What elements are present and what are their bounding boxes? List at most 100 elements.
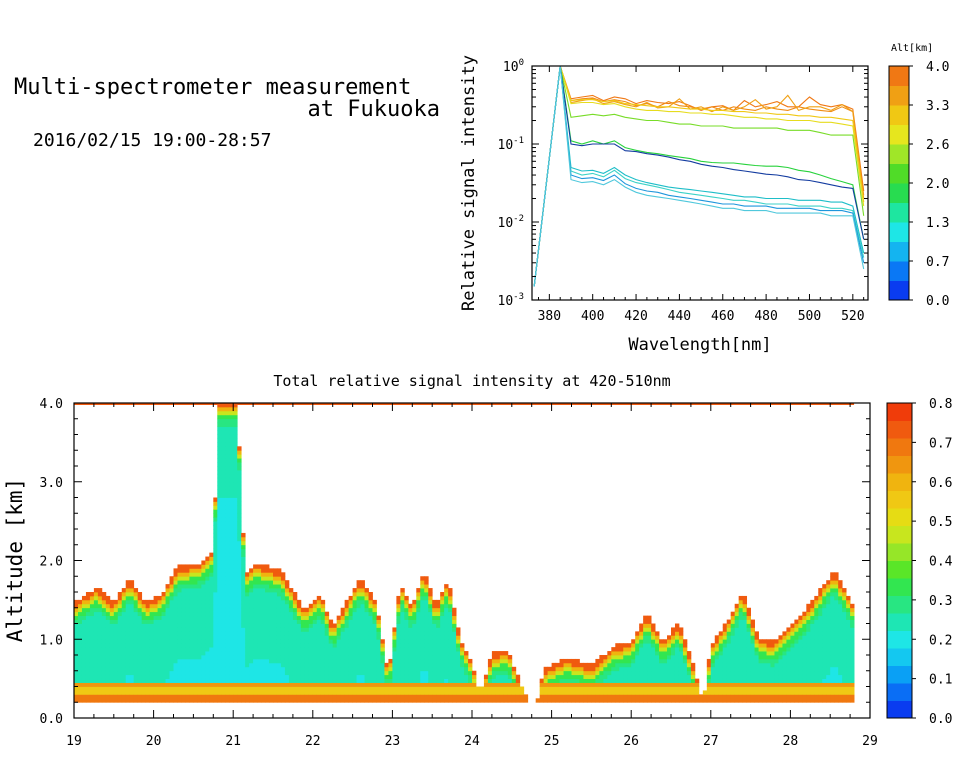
- heatmap-cell: [822, 584, 827, 589]
- heatmap-cell: [420, 670, 425, 676]
- heatmap-cell: [400, 647, 405, 652]
- heatmap-cell: [627, 662, 632, 668]
- heatmap-cell: [730, 619, 736, 624]
- heatmap-cell: [722, 686, 728, 691]
- heatmap-cell: [316, 670, 322, 676]
- heatmap-cell: [814, 662, 819, 668]
- heatmap-cell: [141, 670, 147, 676]
- heatmap-cell: [718, 662, 724, 668]
- heatmap-cell: [121, 670, 127, 676]
- heatmap-cell: [850, 627, 855, 632]
- heatmap-cell: [814, 686, 819, 691]
- heatmap-cell: [639, 678, 644, 683]
- heatmap-cell: [762, 666, 767, 672]
- heatmap-cell: [340, 655, 346, 660]
- heatmap-cell: [547, 686, 552, 691]
- heatmap-cell: [225, 678, 230, 683]
- heatmap-cell: [651, 635, 656, 640]
- heatmap-cell: [153, 698, 158, 703]
- heatmap-cell: [201, 674, 206, 680]
- heatmap-cell: [380, 686, 385, 691]
- heatmap-cell: [153, 670, 158, 676]
- heatmap-cell: [734, 635, 740, 640]
- heatmap-cell: [774, 690, 779, 695]
- heatmap-cell: [177, 670, 182, 676]
- heatmap-cell: [758, 682, 763, 687]
- heatmap-cell: [265, 592, 270, 597]
- heatmap-cell: [579, 670, 584, 676]
- heatmap-cell: [237, 607, 242, 613]
- heatmap-cell: [177, 658, 182, 664]
- heatmap-cell: [121, 655, 127, 660]
- heatmap-cell: [734, 647, 740, 652]
- heatmap-cell: [292, 674, 298, 680]
- heatmap-cell: [368, 619, 373, 624]
- heatmap-cell: [790, 643, 795, 648]
- heatmap-x-tick-label: 22: [305, 734, 321, 749]
- heatmap-cell: [197, 619, 202, 624]
- heatmap-cell: [674, 662, 680, 668]
- heatmap-cell: [221, 540, 226, 546]
- heatmap-cell: [273, 690, 278, 695]
- heatmap-cell: [782, 698, 787, 703]
- heatmap-cell: [734, 651, 740, 656]
- heatmap-cell: [197, 595, 202, 601]
- heatmap-cell: [830, 655, 835, 660]
- heatmap-cell: [388, 666, 393, 672]
- heatmap-cell: [826, 651, 831, 656]
- heatmap-cell: [316, 619, 322, 624]
- heatmap-cell: [241, 678, 246, 683]
- heatmap-cell: [631, 686, 636, 691]
- heatmap-cell: [133, 658, 139, 664]
- heatmap-cell: [507, 698, 513, 703]
- heatmap-cell: [416, 592, 421, 597]
- heatmap-cell: [826, 619, 831, 624]
- heatmap-cell: [344, 615, 350, 620]
- heatmap-cell: [101, 635, 107, 640]
- heatmap-cell: [734, 623, 740, 628]
- heatmap-cell: [241, 588, 246, 593]
- heatmap-cell: [316, 694, 322, 699]
- heatmap-cell: [249, 682, 254, 687]
- heatmap-cell: [424, 686, 429, 691]
- heatmap-cell: [404, 603, 409, 609]
- heatmap-cell: [448, 639, 453, 644]
- heatmap-cell: [468, 670, 473, 676]
- heatmap-cell: [647, 666, 652, 672]
- heatmap-cell: [129, 662, 135, 668]
- heatmap-cell: [276, 584, 282, 589]
- heatmap-cell: [846, 662, 851, 668]
- heatmap-cell: [678, 651, 684, 656]
- heatmap-cell: [189, 643, 194, 648]
- heatmap-cell: [826, 662, 831, 668]
- heatmap-cell: [738, 658, 744, 664]
- heatmap-cell: [400, 619, 405, 624]
- heatmap-cell: [396, 631, 401, 636]
- heatmap-cell: [312, 639, 318, 644]
- heatmap-cell: [810, 615, 815, 620]
- heatmap-cell: [237, 548, 242, 554]
- heatmap-cell: [89, 674, 95, 680]
- heatmap-cell: [89, 690, 95, 695]
- heatmap-cell: [249, 635, 254, 640]
- heatmap-cell: [595, 658, 600, 664]
- heatmap-cell: [376, 658, 381, 664]
- heatmap-cell: [189, 580, 194, 585]
- heatmap-cell: [718, 670, 724, 676]
- heatmap-cell: [360, 611, 365, 617]
- heatmap-cell: [770, 678, 775, 683]
- heatmap-cell: [611, 666, 616, 672]
- heatmap-cell: [93, 674, 99, 680]
- heatmap-cell: [655, 686, 660, 691]
- heatmap-cell: [97, 651, 103, 656]
- heatmap-cell: [229, 430, 234, 435]
- heatmap-cell: [269, 615, 274, 620]
- heatmap-cell: [468, 694, 473, 699]
- heatmap-cell: [300, 631, 306, 636]
- heatmap-cell: [217, 418, 222, 424]
- heatmap-cell: [173, 635, 178, 640]
- heatmap-cell: [201, 690, 206, 695]
- heatmap-cell: [249, 576, 254, 581]
- heatmap-cell: [105, 694, 111, 699]
- heatmap-cell: [284, 647, 290, 652]
